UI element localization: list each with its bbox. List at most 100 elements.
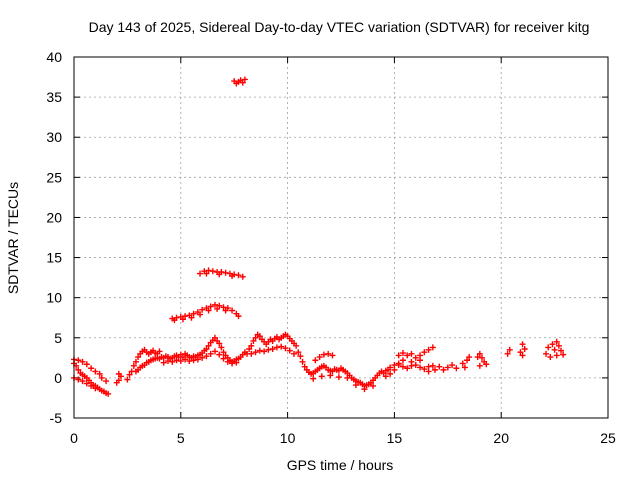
y-tick-label: 35: [46, 89, 62, 105]
data-point: [256, 347, 263, 354]
data-point: [404, 365, 411, 372]
data-point: [425, 368, 432, 375]
data-point: [156, 348, 163, 355]
x-tick-label: 0: [70, 430, 78, 446]
data-point: [171, 317, 178, 324]
data-point: [124, 376, 131, 383]
plot-frame: [73, 56, 609, 419]
data-point: [169, 358, 176, 365]
data-point: [269, 346, 276, 353]
data-point: [265, 346, 272, 353]
data-point: [177, 358, 184, 365]
data-point: [412, 362, 419, 369]
data-point: [408, 350, 415, 357]
data-point: [519, 341, 526, 348]
data-points: [71, 76, 567, 397]
data-point: [291, 350, 298, 357]
y-tick-label: 30: [46, 129, 62, 145]
data-point: [199, 354, 206, 361]
data-point: [382, 373, 389, 380]
y-tick-label: 40: [46, 49, 62, 65]
data-point: [521, 346, 528, 353]
data-point: [197, 311, 204, 318]
data-point: [179, 316, 186, 323]
data-point: [417, 357, 424, 364]
y-axis-label: SDTVAR / TECUs: [5, 182, 21, 294]
y-tick-label: 15: [46, 250, 62, 266]
data-point: [229, 273, 236, 280]
data-point: [553, 338, 560, 345]
data-point: [248, 342, 255, 349]
data-point: [222, 269, 229, 276]
grid: [74, 57, 608, 418]
data-point: [560, 351, 567, 358]
data-point: [160, 359, 167, 366]
data-point: [547, 354, 554, 361]
data-point: [361, 386, 368, 393]
data-point: [222, 307, 229, 314]
data-point: [399, 363, 406, 370]
data-point: [453, 365, 460, 372]
data-point: [553, 352, 560, 359]
data-point: [256, 333, 263, 340]
data-point: [395, 352, 402, 359]
data-point: [211, 334, 218, 341]
data-point: [83, 361, 90, 368]
data-point: [504, 350, 511, 357]
series-band_8: [169, 301, 242, 324]
data-point: [278, 343, 285, 350]
data-point: [75, 366, 82, 373]
data-point: [555, 342, 562, 349]
data-point: [387, 364, 394, 371]
data-point: [211, 348, 218, 355]
ticks: [73, 56, 609, 419]
data-point: [261, 348, 268, 355]
series-outlier_37: [231, 76, 248, 87]
data-point: [429, 344, 436, 351]
data-point: [239, 79, 246, 86]
x-tick-label: 5: [177, 430, 185, 446]
data-point: [466, 354, 473, 361]
data-point: [205, 342, 212, 349]
data-point: [352, 382, 359, 389]
data-point: [312, 357, 319, 364]
data-point: [103, 378, 110, 385]
data-point: [293, 342, 300, 349]
data-point: [344, 374, 351, 381]
data-point: [476, 350, 483, 357]
data-point: [218, 344, 225, 351]
data-point: [391, 362, 398, 369]
data-point: [299, 358, 306, 365]
data-point: [235, 272, 242, 279]
data-point: [295, 349, 302, 356]
data-point: [75, 376, 82, 383]
data-point: [246, 346, 253, 353]
data-point: [203, 353, 210, 360]
data-point: [190, 310, 197, 317]
data-point: [79, 378, 86, 385]
data-point: [188, 314, 195, 321]
y-tick-label: 25: [46, 169, 62, 185]
data-point: [286, 347, 293, 354]
data-point: [96, 370, 103, 377]
data-point: [399, 357, 406, 364]
data-point: [75, 357, 82, 364]
data-point: [233, 359, 240, 366]
data-point: [173, 357, 180, 364]
data-point: [220, 355, 227, 362]
data-point: [543, 350, 550, 357]
data-point: [88, 382, 95, 389]
data-point: [216, 302, 223, 309]
data-point: [214, 305, 221, 312]
data-point: [444, 364, 451, 371]
data-point: [329, 352, 336, 359]
data-point: [235, 313, 242, 320]
x-tick-label: 15: [387, 430, 403, 446]
y-tick-label: 10: [46, 290, 62, 306]
data-point: [408, 358, 415, 365]
data-point: [216, 351, 223, 358]
data-point: [325, 350, 332, 357]
data-point: [115, 377, 122, 384]
data-point: [216, 340, 223, 347]
data-point: [164, 358, 171, 365]
